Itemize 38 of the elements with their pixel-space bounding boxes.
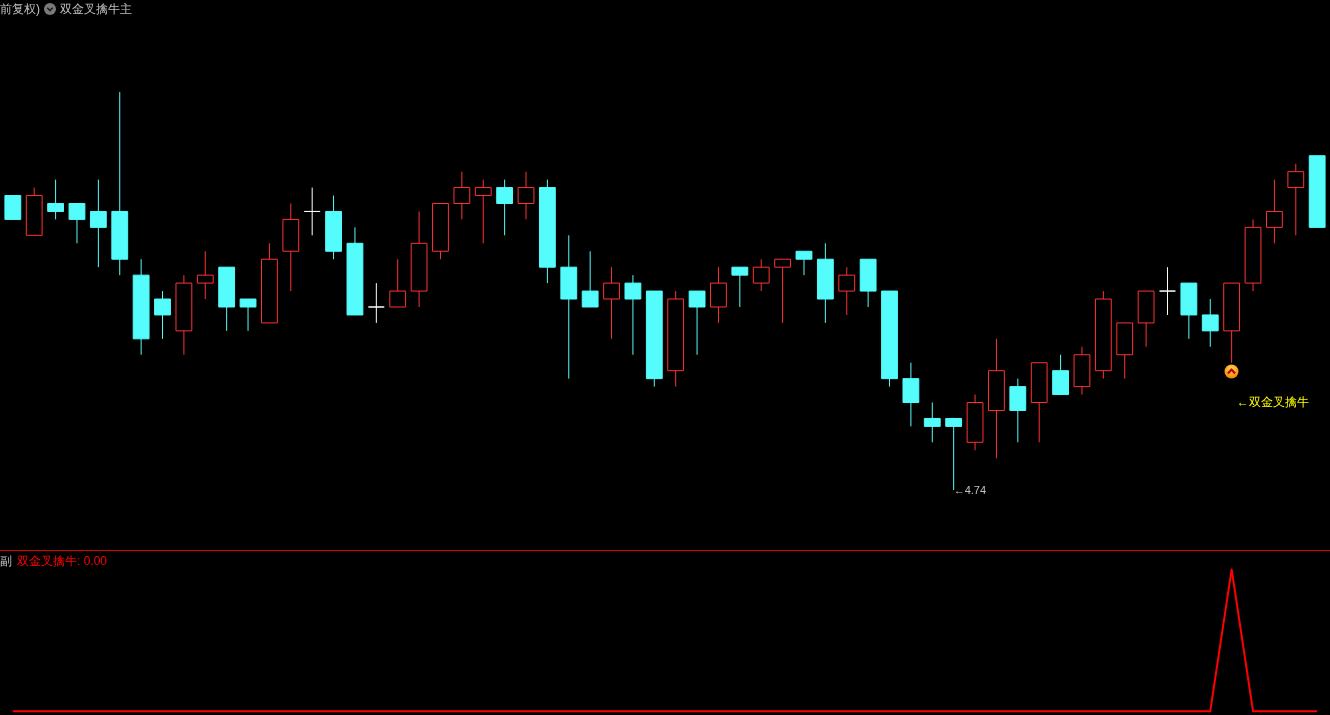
candlestick — [68, 203, 86, 244]
candlestick — [517, 171, 535, 220]
text: 副 — [0, 552, 12, 570]
candlestick — [367, 282, 385, 324]
candlestick — [47, 179, 65, 220]
chart-title: 双金叉擒牛主 — [60, 0, 132, 18]
candlestick — [1265, 179, 1283, 244]
candlestick — [795, 250, 813, 276]
candlestick — [389, 258, 407, 308]
annotation: ←4.74 — [953, 484, 987, 497]
candlestick — [688, 290, 706, 356]
candlestick — [902, 362, 920, 427]
candlestick — [239, 298, 257, 332]
candlestick — [603, 266, 620, 340]
candlestick — [1052, 354, 1069, 396]
candlestick — [1201, 298, 1219, 348]
candlestick — [774, 258, 792, 324]
candlestick — [838, 266, 856, 316]
candlestick — [453, 171, 471, 220]
candlestick — [4, 195, 22, 220]
candlestick — [923, 402, 941, 443]
candlestick — [1159, 266, 1176, 316]
candlestick — [1009, 378, 1027, 443]
candlestick — [581, 250, 599, 308]
annotation: ←双金叉擒牛 — [1236, 394, 1309, 409]
candlestick — [303, 187, 321, 236]
candlestick — [154, 290, 171, 340]
candlestick — [1287, 163, 1305, 236]
candlestick — [474, 179, 492, 244]
candlestick — [710, 266, 727, 324]
candlestick — [624, 274, 642, 356]
candlestick — [196, 250, 214, 300]
candlestick — [89, 179, 107, 268]
chart-title: 双金叉擒牛: 0.00 — [17, 552, 108, 570]
candlestick — [731, 266, 749, 308]
candlestick — [496, 179, 514, 236]
text: 前复权) — [0, 0, 40, 18]
candlestick — [752, 258, 770, 292]
